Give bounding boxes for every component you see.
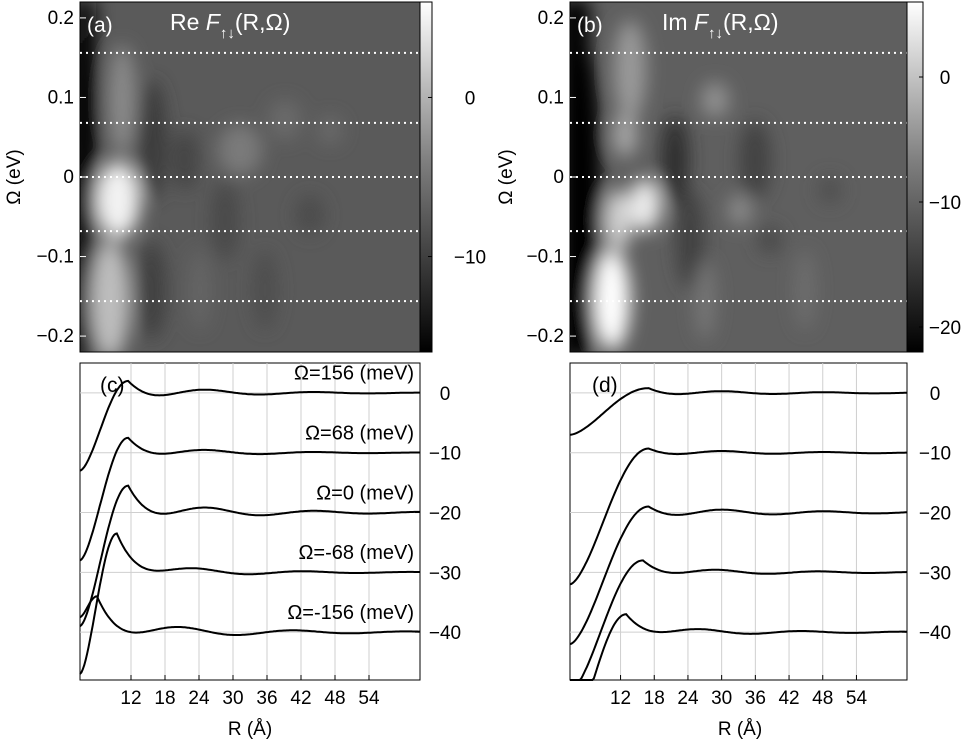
curve-c-0 — [79, 379, 420, 472]
curve-c-4 — [79, 595, 420, 636]
panel-d-lineplot: 12 18 24 30 36 42 48 54 0 −10 −20 −30 −40 R (Å) (d) — [569, 362, 951, 740]
curve-d-1 — [569, 447, 907, 586]
curve-label-c-3: Ω=-68 (meV) — [298, 542, 414, 564]
plot-c-frame — [79, 362, 421, 681]
curve-c-3 — [79, 532, 420, 675]
panel-label-d: (d) — [592, 374, 618, 397]
y-tick-label-a-1: 0.1 — [48, 87, 74, 108]
curve-label-c-2: Ω=0 (meV) — [316, 482, 414, 504]
panel-title-a: Re F↑↓(R,Ω) — [170, 9, 290, 42]
curve-labels-c: Ω=156 (meV) Ω=68 (meV) Ω=0 (meV) Ω=-68 (meV… — [287, 363, 414, 624]
curve-c-2 — [79, 484, 420, 627]
panel-b-heatmap: 0.2 0.1 0 −0.1 −0.2 Ω (eV) (b) Im F↑↓(R,Ω) 0… — [496, 1, 961, 353]
curve-label-c-1: Ω=68 (meV) — [305, 423, 414, 445]
y-axis-a: 0.2 0.1 0 −0.1 −0.2 — [36, 8, 86, 347]
x-tick-label-c-0: 12 — [120, 688, 141, 709]
right-tick-label-d-2: −20 — [919, 504, 951, 525]
right-tick-label-c-3: −30 — [429, 563, 461, 584]
x-axis-c: 12 18 24 30 36 42 48 54 — [120, 675, 380, 709]
curve-label-c-4: Ω=-156 (meV) — [287, 602, 414, 624]
y-tick-label-a-3: −0.1 — [36, 247, 74, 268]
colorbar-a — [419, 1, 433, 353]
dashed-lines-b — [570, 51, 907, 303]
panel-a-heatmap: 0.2 0.1 0 −0.1 −0.2 Ω (eV) (a) Re F↑↓(R,Ω) 0… — [4, 1, 486, 353]
curves-c — [79, 379, 420, 675]
colorbar-tick-label-b-0: 0 — [940, 68, 951, 89]
x-tick-label-c-5: 42 — [290, 688, 311, 709]
right-axis-d: 0 −10 −20 −30 −40 — [902, 384, 951, 644]
y-axis-label-a: Ω (eV) — [4, 149, 25, 204]
right-tick-label-c-1: −10 — [429, 444, 461, 465]
grid-c — [80, 363, 420, 680]
y-axis-label-b: Ω (eV) — [496, 149, 517, 204]
x-axis-d: 12 18 24 30 36 42 48 54 — [610, 675, 867, 709]
colorbar-tick-label-a-0: 0 — [465, 88, 476, 109]
right-tick-label-c-4: −40 — [429, 623, 461, 644]
right-tick-label-c-0: 0 — [440, 384, 451, 405]
right-tick-label-d-4: −40 — [919, 623, 951, 644]
panel-title-b: Im F↑↓(R,Ω) — [662, 9, 779, 42]
curve-d-3 — [570, 559, 908, 681]
x-tick-label-c-2: 24 — [188, 688, 210, 709]
x-tick-label-d-5: 42 — [778, 688, 799, 709]
y-tick-label-a-4: −0.2 — [36, 326, 74, 347]
curve-label-c-0: Ω=156 (meV) — [294, 363, 414, 385]
y-tick-label-b-1: 0.1 — [538, 87, 564, 108]
x-tick-label-d-1: 18 — [644, 688, 665, 709]
x-tick-label-c-1: 18 — [154, 688, 175, 709]
x-tick-label-d-4: 36 — [745, 688, 766, 709]
x-tick-label-c-7: 54 — [358, 688, 380, 709]
plot-d-frame — [569, 362, 908, 681]
dashed-lines-a — [80, 51, 420, 303]
x-tick-label-d-2: 24 — [677, 688, 699, 709]
y-tick-label-b-2: 0 — [553, 167, 564, 188]
colorbar-tick-label-b-1: −10 — [929, 193, 961, 214]
x-tick-label-d-6: 48 — [812, 688, 833, 709]
panel-label-c: (c) — [100, 374, 125, 397]
y-tick-label-b-3: −0.1 — [526, 247, 564, 268]
x-tick-label-c-3: 30 — [222, 688, 243, 709]
x-tick-label-d-7: 54 — [846, 688, 868, 709]
y-tick-label-b-0: 0.2 — [538, 8, 564, 29]
colorbar-b-ticks: 0 −10 −20 — [919, 68, 961, 339]
x-axis-label-d: R (Å) — [718, 719, 762, 740]
x-tick-label-c-4: 36 — [256, 688, 277, 709]
colorbar-a-ticks: 0 −10 — [428, 88, 486, 269]
y-tick-label-a-0: 0.2 — [48, 8, 74, 29]
panel-label-b: (b) — [577, 14, 603, 37]
x-axis-label-c: R (Å) — [228, 719, 272, 740]
curve-d-0 — [569, 387, 907, 436]
y-tick-label-b-4: −0.2 — [526, 326, 564, 347]
right-tick-label-d-3: −30 — [919, 563, 951, 584]
y-axis-b: 0.2 0.1 0 −0.1 −0.2 — [526, 8, 576, 347]
x-tick-label-d-3: 30 — [711, 688, 732, 709]
y-tick-label-a-2: 0 — [63, 167, 74, 188]
panel-c-lineplot: 12 18 24 30 36 42 48 54 0 −10 −20 −30 −40 Ω=156 (me… — [79, 362, 461, 740]
curve-d-2 — [569, 505, 907, 646]
right-tick-label-d-0: 0 — [930, 384, 941, 405]
right-tick-label-c-2: −20 — [429, 504, 461, 525]
panel-label-a: (a) — [87, 14, 113, 37]
colorbar-tick-label-a-1: −10 — [454, 248, 486, 269]
curve-c-1 — [79, 436, 420, 562]
right-axis-c: 0 −10 −20 −30 −40 — [415, 384, 461, 644]
right-tick-label-d-1: −10 — [919, 444, 951, 465]
colorbar-b — [906, 1, 924, 353]
curve-d-4 — [570, 613, 907, 681]
colorbar-tick-label-b-2: −20 — [929, 318, 961, 339]
curves-d — [569, 387, 908, 681]
x-tick-label-d-0: 12 — [610, 688, 631, 709]
x-tick-label-c-6: 48 — [324, 688, 345, 709]
